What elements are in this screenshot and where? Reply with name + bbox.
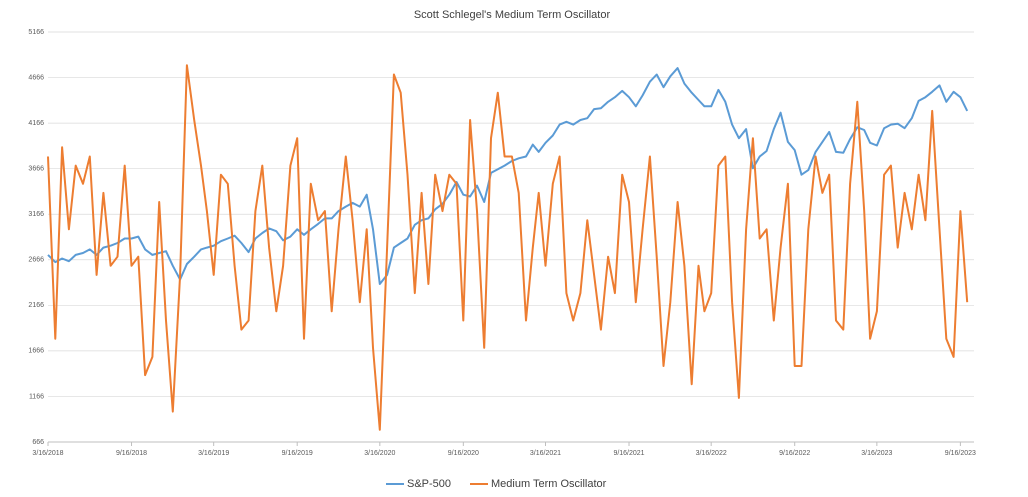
legend-label: Medium Term Oscillator bbox=[491, 478, 607, 490]
x-tick-label: 3/16/2022 bbox=[696, 450, 727, 457]
x-tick-label: 9/16/2020 bbox=[448, 450, 479, 457]
y-tick-label: 2166 bbox=[28, 302, 44, 309]
y-tick-label: 1166 bbox=[29, 393, 44, 400]
x-tick-label: 9/16/2022 bbox=[779, 450, 810, 457]
y-tick-label: 4666 bbox=[28, 74, 44, 81]
x-tick-label: 3/16/2018 bbox=[32, 450, 63, 457]
y-tick-label: 1666 bbox=[28, 348, 44, 355]
x-tick-label: 9/16/2018 bbox=[116, 450, 147, 457]
y-tick-label: 2666 bbox=[28, 257, 44, 264]
x-tick-label: 3/16/2021 bbox=[530, 450, 561, 457]
x-tick-label: 3/16/2023 bbox=[861, 450, 892, 457]
series-line bbox=[47, 64, 969, 431]
y-tick-label: 3166 bbox=[28, 211, 44, 218]
y-tick-label: 4166 bbox=[28, 120, 44, 127]
x-tick-label: 9/16/2019 bbox=[282, 450, 313, 457]
x-tick-label: 3/16/2020 bbox=[364, 450, 395, 457]
x-tick-label: 3/16/2019 bbox=[198, 450, 229, 457]
y-tick-label: 5166 bbox=[28, 29, 44, 36]
y-tick-label: 3666 bbox=[28, 166, 44, 173]
y-tick-label: 666 bbox=[32, 439, 44, 446]
legend-label: S&P-500 bbox=[407, 478, 451, 490]
x-tick-label: 9/16/2021 bbox=[613, 450, 644, 457]
series-line bbox=[47, 67, 969, 285]
x-tick-label: 9/16/2023 bbox=[945, 450, 976, 457]
chart-title: Scott Schlegel's Medium Term Oscillator bbox=[414, 9, 611, 21]
